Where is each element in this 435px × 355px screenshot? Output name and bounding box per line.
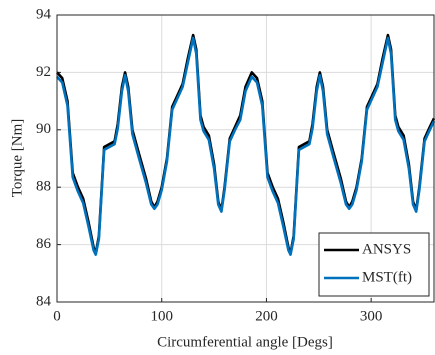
legend-box — [318, 232, 430, 297]
plot-frame — [56, 14, 435, 303]
y-tick-label: 90 — [36, 121, 51, 137]
y-tick-label: 84 — [36, 293, 52, 309]
y-tick-label: 92 — [36, 64, 51, 80]
x-tick-label: 100 — [150, 308, 173, 324]
x-tick-label: 200 — [255, 308, 278, 324]
series-line — [56, 36, 435, 256]
legend-label: MST(ft) — [362, 269, 412, 285]
y-tick-label: 86 — [36, 236, 52, 252]
y-axis-label: Torque [Nm] — [9, 119, 25, 198]
legend-label: ANSYS — [362, 241, 411, 257]
y-tick-label: 94 — [36, 6, 52, 22]
x-tick-label: 300 — [360, 308, 383, 324]
y-tick-label: 88 — [36, 179, 51, 195]
x-axis-label: Circumferential angle [Degs] — [157, 334, 333, 350]
x-tick-label: 0 — [53, 308, 61, 324]
